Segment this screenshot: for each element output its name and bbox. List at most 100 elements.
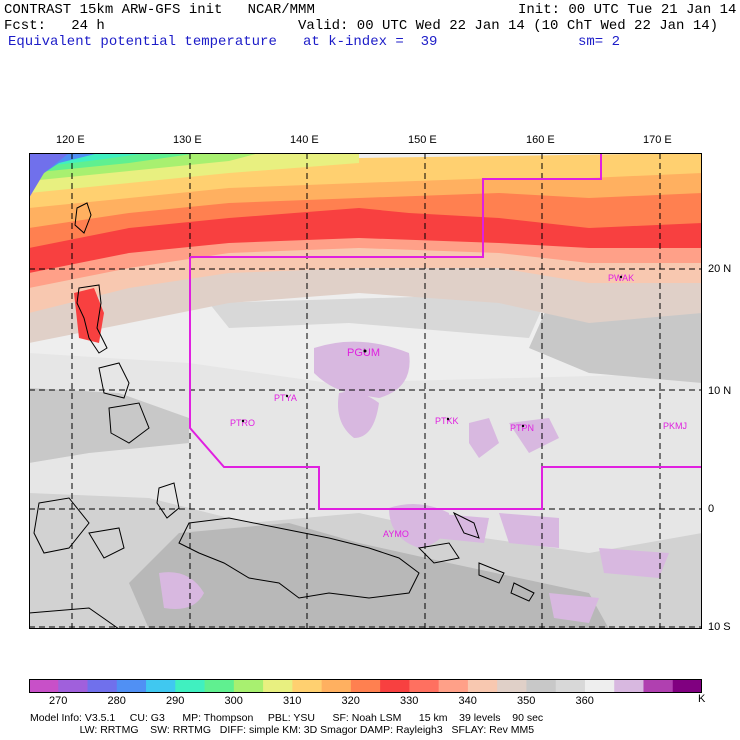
station-markers — [241, 275, 623, 428]
lat-label-20n: 20 N — [708, 263, 732, 275]
colorbar-swatch — [321, 679, 352, 693]
colorbar-swatch — [292, 679, 323, 693]
lon-label-150: 150 E — [408, 134, 437, 146]
colorbar-label: 360 — [575, 695, 594, 707]
coast-australia — [29, 607, 120, 629]
colorbar-swatch — [497, 679, 527, 693]
boundary-north — [190, 153, 602, 258]
station-ptkk: PTKK — [435, 416, 459, 426]
colorbar-label: 270 — [49, 695, 68, 707]
lat-label-10s: 10 S — [708, 621, 731, 633]
marker-pgum — [363, 349, 367, 353]
colorbar-label: 310 — [283, 695, 302, 707]
field-purple-guam — [314, 341, 410, 398]
coast-taiwan — [74, 202, 92, 234]
model-info-line2: LW: RRTMG SW: RRTMG DIFF: simple KM: 3D … — [30, 724, 535, 736]
field-luzon-warm — [74, 288, 104, 343]
lon-label-120: 120 E — [56, 134, 85, 146]
marker-ptkk — [446, 417, 450, 421]
field-name: Equivalent potential temperature — [8, 34, 277, 50]
field-purple-ptpn — [509, 418, 559, 453]
theta-e-map: PGUM PTYA PTRO PTKK PTPN PKMJ PWAK AYMO — [29, 153, 702, 629]
field-grey-west — [29, 388, 189, 463]
field-purple-east2 — [429, 513, 489, 543]
coast-sulawesi — [33, 497, 90, 554]
field-purple-east1 — [499, 513, 559, 548]
marker-pwak — [619, 275, 623, 279]
colorbar-swatch — [29, 679, 59, 693]
model-info-line1: Model Info: V3.5.1 CU: G3 MP: Thompson P… — [30, 712, 544, 724]
colorbar-swatch — [584, 679, 615, 693]
field-purple-guam-south — [338, 391, 379, 438]
station-aymo: AYMO — [383, 529, 409, 539]
colorbar-swatch — [146, 679, 176, 693]
colorbar-swatch — [263, 679, 293, 693]
colorbar — [29, 679, 702, 693]
colorbar-swatch — [175, 679, 206, 693]
colorbar-swatch — [643, 679, 674, 693]
colorbar-label: 290 — [166, 695, 185, 707]
station-ptpn: PTPN — [510, 423, 534, 433]
field-purple-east3 — [599, 548, 669, 578]
coast-new-britain — [417, 542, 460, 564]
lat-label-0: 0 — [708, 503, 715, 515]
colorbar-swatch — [233, 679, 264, 693]
colorbar-unit: K — [698, 693, 706, 705]
colorbar-swatch — [350, 679, 381, 693]
colorbar-label: 320 — [341, 695, 360, 707]
coast-solomons-1 — [478, 562, 505, 584]
k-index: at k-index = 39 — [303, 34, 438, 50]
marker-ptya — [285, 394, 289, 398]
lat-lon-grid — [29, 153, 702, 629]
station-pkmj: PKMJ — [663, 421, 687, 431]
colorbar-frame — [29, 679, 702, 693]
forecast-hour: Fcst: 24 h — [4, 18, 105, 34]
lon-label-160: 160 E — [526, 134, 555, 146]
station-ptro: PTRO — [230, 418, 255, 428]
map-canvas: PGUM PTYA PTRO PTKK PTPN PKMJ PWAK AYMO — [29, 153, 702, 629]
coast-luzon — [76, 284, 108, 354]
field-purple-south2 — [549, 593, 599, 623]
colorbar-swatch — [380, 679, 410, 693]
colorbar-swatch — [58, 679, 89, 693]
lon-label-140: 140 E — [290, 134, 319, 146]
lon-label-130: 130 E — [173, 134, 202, 146]
coast-visayas — [98, 362, 130, 399]
colorbar-swatch — [467, 679, 498, 693]
colorbar-swatch — [409, 679, 440, 693]
coast-islands — [88, 527, 125, 559]
coast-mindanao — [108, 402, 150, 444]
field-grey-central — [209, 293, 549, 338]
field-purple-ptkk — [469, 418, 499, 458]
coast-new-guinea — [178, 517, 420, 599]
colorbar-label: 300 — [224, 695, 243, 707]
coast-new-ireland — [452, 511, 480, 539]
coast-solomons-2 — [510, 582, 535, 602]
marker-ptro — [241, 419, 245, 423]
field-grey-newguinea — [129, 523, 609, 629]
smoothing: sm= 2 — [578, 34, 621, 50]
station-pgum: PGUM — [347, 347, 380, 359]
station-ptya: PTYA — [274, 393, 297, 403]
colorbar-label: 350 — [517, 695, 536, 707]
lat-label-10n: 10 N — [708, 385, 732, 397]
colorbar-label: 330 — [400, 695, 419, 707]
colorbar-swatch — [87, 679, 118, 693]
colorbar-swatch — [526, 679, 557, 693]
lon-label-170: 170 E — [643, 134, 672, 146]
colorbar-label: 280 — [107, 695, 126, 707]
valid-time: Valid: 00 UTC Wed 22 Jan 14 (10 ChT Wed … — [298, 18, 719, 34]
colorbar-swatch — [204, 679, 235, 693]
boundary-south — [189, 257, 702, 510]
coast-halmahera — [156, 482, 180, 519]
map-frame — [29, 153, 702, 629]
marker-ptpn — [521, 424, 525, 428]
colorbar-swatch — [555, 679, 586, 693]
colorbar-swatch — [672, 679, 702, 693]
coastlines — [29, 202, 535, 629]
colorbar-swatch — [116, 679, 147, 693]
colorbar-swatch — [614, 679, 644, 693]
init-time: Init: 00 UTC Tue 21 Jan 14 — [518, 2, 737, 18]
field-purple-south1 — [159, 572, 204, 609]
model-title: CONTRAST 15km ARW-GFS init NCAR/MMM — [4, 2, 315, 18]
